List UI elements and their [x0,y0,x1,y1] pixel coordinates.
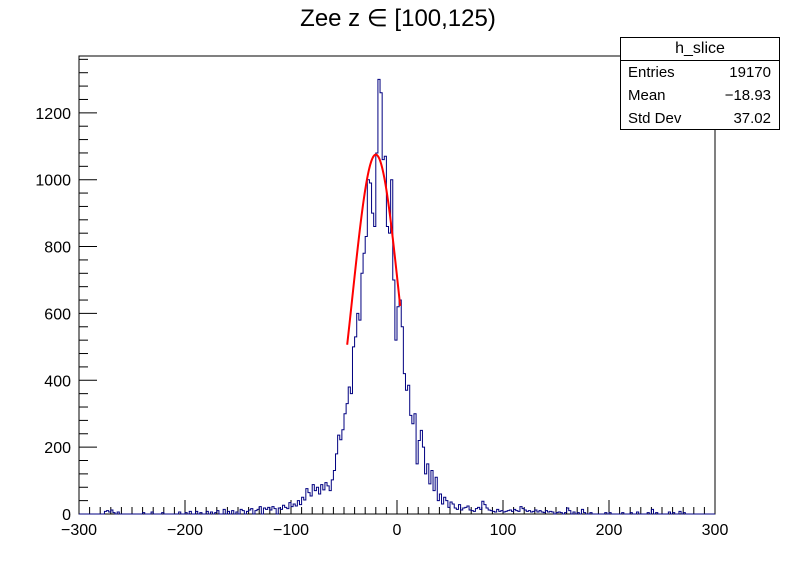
stats-label: Entries [628,64,675,81]
x-axis: −300 −200 −100 0 100 200 300 [61,500,728,539]
stats-value: 37.02 [733,110,771,127]
y-tick-label: 1000 [35,173,71,190]
stats-value: 19170 [729,64,771,81]
histogram-series-h_slice [79,78,715,515]
x-tick-label: −200 [167,522,203,539]
stats-box: h_slice Entries 19170 Mean −18.93 Std De… [620,37,780,130]
x-tick-label: −100 [273,522,309,539]
stats-row-mean: Mean −18.93 [621,84,779,107]
y-tick-label: 400 [44,373,71,390]
chart-title: Zee z ∈ [100,125) [300,5,496,32]
x-tick-label: −300 [61,522,97,539]
stats-value: −18.93 [724,87,771,104]
y-tick-label: 200 [44,440,71,457]
gaussian-fit-curve [346,153,402,345]
x-tick-label: 100 [490,522,517,539]
stats-row-stddev: Std Dev 37.02 [621,107,779,130]
stats-row-entries: Entries 19170 [621,61,779,84]
y-tick-label: 600 [44,306,71,323]
y-tick-label: 0 [62,507,71,524]
x-tick-label: 200 [596,522,623,539]
stats-label: Mean [628,87,666,104]
x-tick-label: 0 [393,522,402,539]
y-tick-label: 1200 [35,106,71,123]
y-axis: 0 200 400 600 800 1000 1200 [35,58,97,524]
y-tick-label: 800 [44,240,71,257]
stats-box-title: h_slice [621,38,779,61]
x-tick-label: 300 [702,522,729,539]
stats-label: Std Dev [628,110,682,127]
